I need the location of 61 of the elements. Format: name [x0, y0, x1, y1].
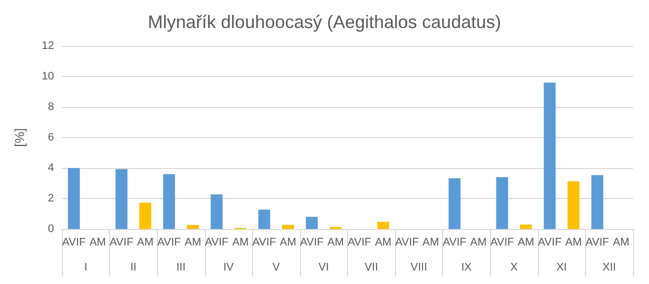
bar [306, 216, 318, 229]
text: AVIF [585, 236, 610, 248]
bar [139, 202, 152, 229]
x-tick-label: II [130, 262, 136, 274]
bar [186, 224, 199, 229]
bar [591, 175, 604, 229]
bar [116, 169, 128, 229]
text: AVIF [538, 236, 562, 248]
x-tick-label: XI [556, 262, 567, 274]
y-tick-label: 4 [48, 162, 54, 174]
text: AM [89, 236, 106, 248]
text: AM [374, 236, 392, 248]
x-tick-label: IX [461, 262, 472, 274]
text: AVIF [348, 236, 372, 248]
bar [210, 194, 223, 229]
y-tick-label: 2 [48, 192, 54, 204]
x-tick-label: XII [602, 262, 616, 274]
text: AVIF [300, 236, 324, 248]
text: AM [565, 236, 582, 248]
y-tick-label: 12 [42, 40, 54, 52]
text: AVIF [395, 236, 419, 248]
x-tick-label: V [272, 262, 280, 274]
text: AM [137, 236, 154, 248]
text: AVIF [204, 236, 228, 248]
x-tick-label: I [84, 262, 88, 274]
bar [544, 82, 556, 229]
x-tick-label: VII [364, 262, 378, 274]
text: AM [184, 236, 202, 248]
y-tick-label: 8 [48, 101, 54, 113]
y-tick-label: 0 [48, 223, 54, 235]
x-tick-label: VIII [410, 262, 428, 274]
bar [520, 224, 532, 229]
bar [377, 222, 390, 229]
series-label: AM [280, 236, 296, 248]
bar [448, 178, 461, 229]
chart-title: Mlynařík dlouhoocasý (Aegithalos caudatus) [148, 12, 502, 32]
text: AVIF [110, 236, 134, 248]
series-label: AVIF [252, 236, 276, 248]
text: AVIF [157, 236, 181, 248]
y-tick-label: 10 [42, 70, 54, 82]
text: AM [327, 236, 344, 248]
text: AVIF [490, 236, 514, 248]
x-tick-label: IV [223, 262, 234, 274]
text: AM [422, 236, 440, 248]
bar [258, 210, 270, 229]
text: AM [232, 236, 249, 248]
text: AVIF [442, 236, 466, 248]
text: AM [470, 236, 487, 248]
text: AM [518, 236, 534, 248]
bar [568, 181, 580, 229]
bar [163, 174, 176, 229]
x-tick-label: III [176, 262, 186, 274]
text: AVIF [62, 236, 86, 248]
y-axis-title: [%] [12, 128, 27, 147]
text: AM [612, 236, 630, 248]
bar [282, 224, 294, 229]
y-tick-label: 6 [48, 132, 54, 144]
x-tick-label: X [510, 262, 518, 274]
bar [68, 168, 80, 229]
bar [496, 177, 508, 229]
x-tick-label: VI [318, 262, 329, 274]
